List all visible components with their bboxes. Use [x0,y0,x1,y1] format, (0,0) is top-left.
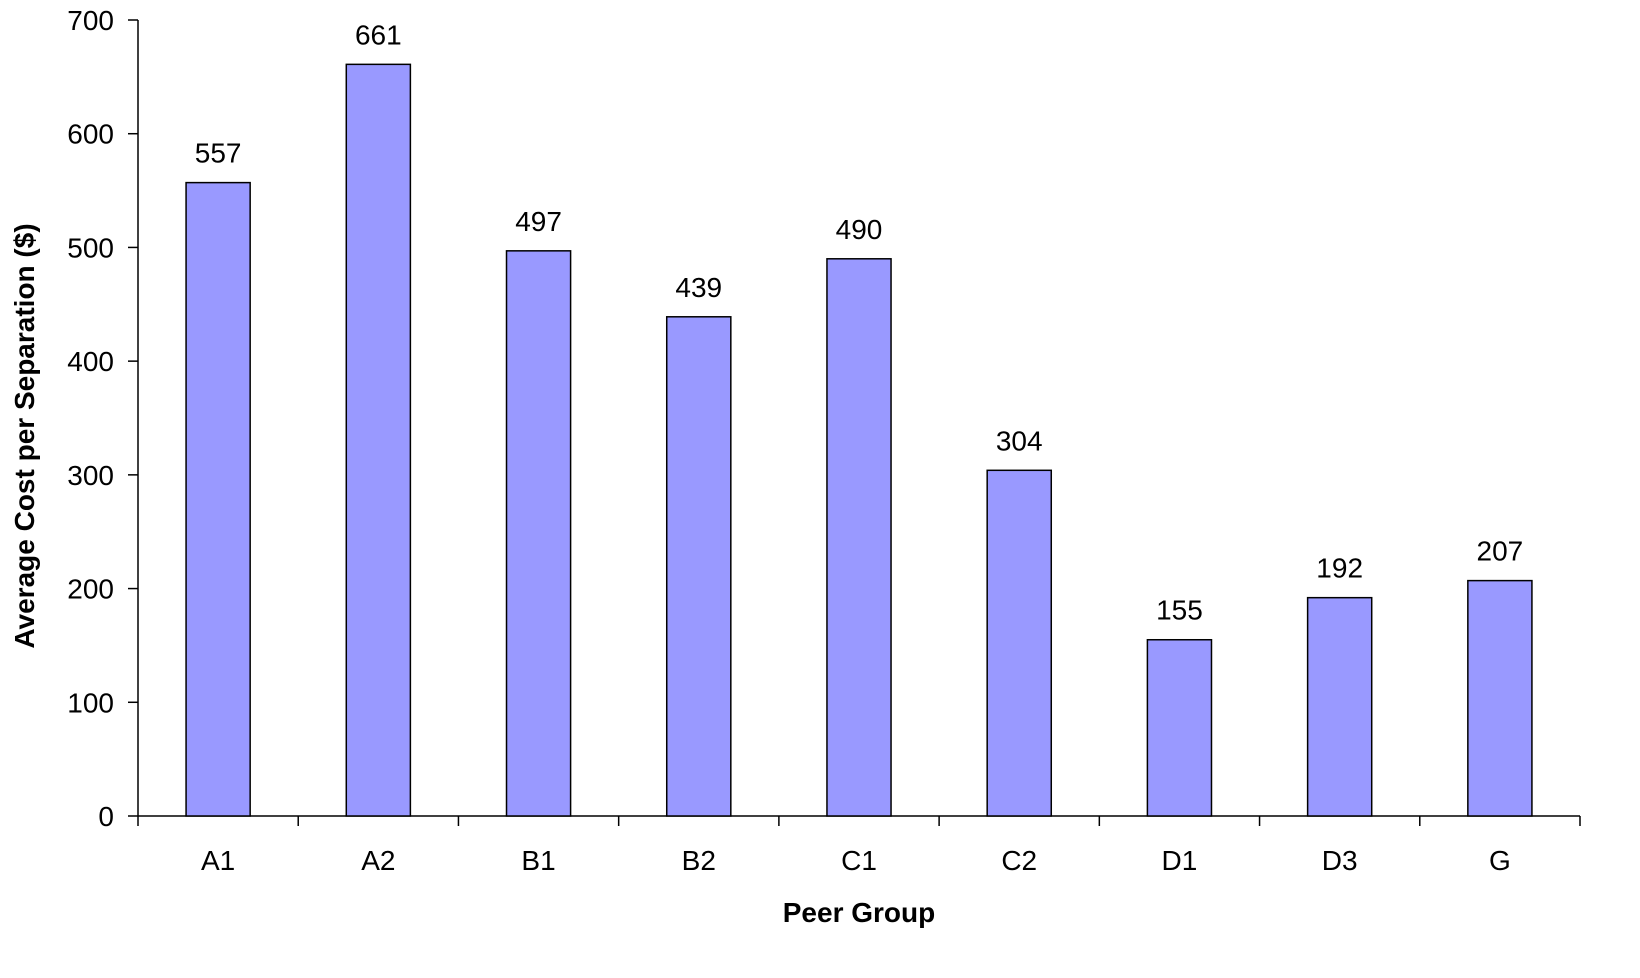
y-tick-label: 400 [67,346,114,377]
y-tick-label: 0 [98,801,114,832]
y-tick-label: 600 [67,119,114,150]
y-tick-label: 100 [67,687,114,718]
bar-c1 [826,258,892,817]
bar-d3 [1306,596,1373,817]
x-tick-label: B2 [682,845,716,876]
data-label-c2: 304 [996,425,1043,456]
bar-d1 [1146,638,1213,817]
data-label-b2: 439 [675,272,722,303]
x-tick-label: G [1489,845,1511,876]
y-axis-title-group: Average Cost per Separation ($) [9,223,40,648]
x-tick-label: C1 [841,845,877,876]
data-label-d3: 192 [1316,553,1363,584]
bar-a2 [345,63,412,817]
x-tick-label: A2 [361,845,395,876]
data-label-g: 207 [1477,536,1524,567]
plot-area: 0 100 200 300 400 500 600 700 557 A1 661 A2 497 B1 439… [67,5,1581,876]
bar-g [1467,579,1533,817]
x-tick-label: C2 [1001,845,1037,876]
data-label-a1: 557 [195,138,242,169]
data-label-a2: 661 [355,19,402,50]
data-label-b1: 497 [515,206,562,237]
bar-a1 [185,181,251,817]
bar-c2 [986,469,1053,817]
x-axis-title: Peer Group [783,897,935,928]
x-tick-label: D1 [1162,845,1198,876]
y-tick-label: 200 [67,574,114,605]
y-tick-label: 300 [67,460,114,491]
x-tick-label: A1 [201,845,235,876]
data-label-c1: 490 [836,214,883,245]
data-label-d1: 155 [1156,595,1203,626]
y-tick-label: 700 [67,5,114,36]
y-tick-label: 500 [67,232,114,263]
bar-b1 [505,250,572,817]
bar-b2 [665,316,732,817]
x-tick-label: D3 [1322,845,1358,876]
x-tick-label: B1 [521,845,555,876]
y-axis-title: Average Cost per Separation ($) [9,223,40,648]
